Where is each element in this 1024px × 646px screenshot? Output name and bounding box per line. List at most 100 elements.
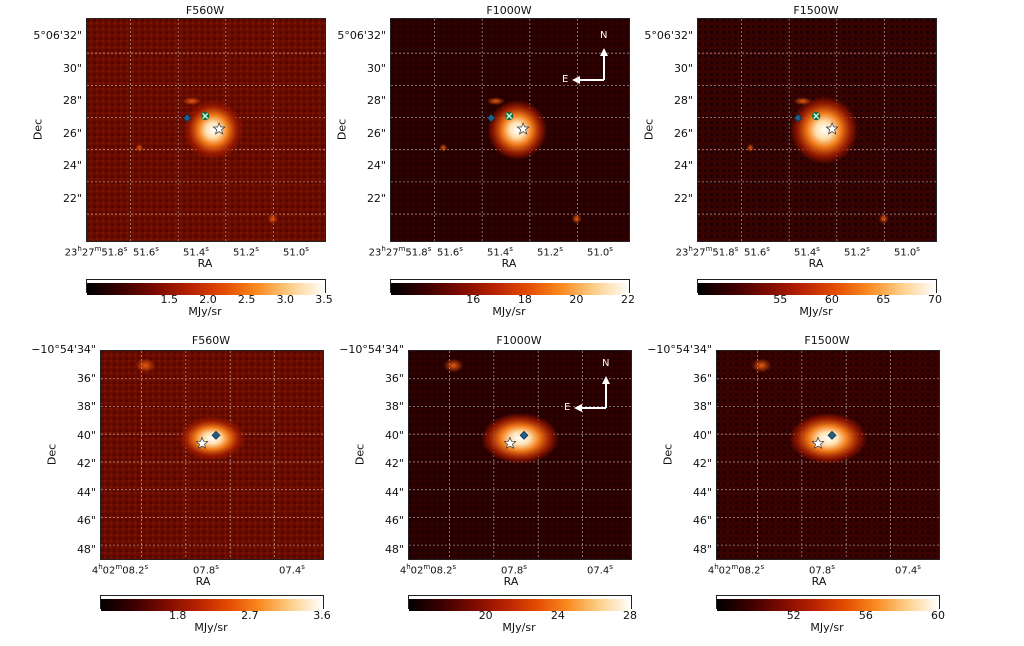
image-panel xyxy=(100,350,324,560)
diamond-marker xyxy=(827,430,837,440)
dec-tick-label: −10°54'34" xyxy=(647,343,712,356)
y-axis-label: Dec xyxy=(353,443,367,466)
background-source xyxy=(135,358,156,373)
image-panel xyxy=(408,350,632,560)
panel-title: F1500W xyxy=(804,334,850,347)
ra-tick-label: 07.4s xyxy=(587,563,613,577)
dec-tick-label: 36" xyxy=(692,371,712,385)
dec-tick-label: 48" xyxy=(384,542,404,556)
ra-tick-label: 07.8s xyxy=(193,563,219,577)
colorbar-gradient xyxy=(698,283,936,295)
ra-tick-label: 51.4s xyxy=(487,245,513,259)
x-axis-label: RA xyxy=(501,257,517,270)
y-axis-label: Dec xyxy=(45,443,59,466)
dec-tick-label: 44" xyxy=(76,485,96,499)
dec-tick-label: 26" xyxy=(366,126,386,140)
dec-tick-label: 22" xyxy=(366,191,386,205)
dec-tick-label: 46" xyxy=(76,514,96,527)
colorbar-label: MJy/sr xyxy=(810,621,844,634)
dec-tick-label: 28" xyxy=(673,94,693,107)
background-source xyxy=(486,97,505,106)
ra-tick-label: 51.2s xyxy=(233,245,259,259)
colorbar-tick-label: 56 xyxy=(858,609,873,622)
background-source xyxy=(746,143,755,152)
colorbar-tick-label: 3.5 xyxy=(315,293,333,306)
background-source xyxy=(182,97,201,106)
image-bottom-F1000W xyxy=(409,351,631,559)
background-source xyxy=(135,143,144,152)
colorbar-tick-label: 52 xyxy=(786,609,801,622)
ra-tick-label: 51.2s xyxy=(537,245,563,259)
ra-tick-label: 51.0s xyxy=(587,245,613,259)
image-panel xyxy=(697,18,937,242)
ra-tick-label: 51.6s xyxy=(437,245,463,259)
image-top-F560W xyxy=(87,19,325,241)
dec-tick-label: 24" xyxy=(366,159,386,172)
dec-tick-label: 30" xyxy=(366,61,386,75)
colorbar-tick-label: 28 xyxy=(623,609,637,622)
y-axis-label: Dec xyxy=(661,443,675,466)
dec-tick-label: 46" xyxy=(692,514,712,527)
colorbar-tick-label: 2.7 xyxy=(241,609,259,622)
panel-title: F1500W xyxy=(793,4,839,17)
colorbar xyxy=(716,595,940,611)
dec-tick-label: 42" xyxy=(76,457,96,470)
compass-east-label: E xyxy=(564,402,571,413)
cross-marker xyxy=(200,111,210,121)
undefined xyxy=(503,436,517,449)
undefined xyxy=(811,436,825,449)
image-panel xyxy=(86,18,326,242)
dec-tick-label: 22" xyxy=(673,191,693,205)
image-bottom-F1500W xyxy=(717,351,939,559)
dec-tick-label: 38" xyxy=(384,400,404,413)
x-axis-label: RA xyxy=(808,257,824,270)
ra-tick-label: 4h02m08.2s xyxy=(707,563,765,577)
colorbar-tick-label: 60 xyxy=(931,609,945,622)
diamond-marker xyxy=(211,430,221,440)
dec-tick-label: 46" xyxy=(384,514,404,527)
source-emission xyxy=(789,412,867,464)
undefined xyxy=(516,122,530,135)
ra-tick-label: 4h02m08.2s xyxy=(91,563,149,577)
colorbar-tick-label: 1.8 xyxy=(168,609,187,622)
compass-north-label: N xyxy=(600,30,608,41)
x-axis-label: RA xyxy=(811,575,827,588)
colorbar-tick-label: 20 xyxy=(569,293,584,306)
colorbar-gradient xyxy=(87,283,325,295)
background-source xyxy=(443,358,464,373)
colorbar-label: MJy/sr xyxy=(799,305,833,318)
image-top-F1500W xyxy=(698,19,936,241)
colorbar-gradient xyxy=(717,599,939,611)
background-source xyxy=(571,213,582,224)
dec-tick-label: 48" xyxy=(692,542,712,556)
dec-tick-label: 36" xyxy=(76,371,96,385)
dec-tick-label: 5°06'32" xyxy=(644,29,693,42)
colorbar-tick-label: 3.6 xyxy=(313,609,331,622)
ra-tick-label: 4h02m08.2s xyxy=(399,563,457,577)
undefined xyxy=(212,122,226,135)
colorbar-gradient xyxy=(391,283,629,295)
undefined xyxy=(195,436,209,449)
colorbar xyxy=(86,279,326,295)
panel-title: F560W xyxy=(185,4,225,17)
dec-tick-label: 38" xyxy=(76,400,96,413)
colorbar-gradient xyxy=(409,599,631,611)
undefined xyxy=(825,122,839,135)
panel-title: F1000W xyxy=(486,4,532,17)
dec-tick-label: 40" xyxy=(76,428,96,442)
colorbar-tick-label: 20 xyxy=(478,609,493,622)
image-top-F1000W xyxy=(391,19,629,241)
y-axis-label: Dec xyxy=(642,118,656,141)
colorbar-tick-label: 18 xyxy=(517,293,532,306)
image-panel xyxy=(716,350,940,560)
ra-tick-label: 23h27m51.8s xyxy=(64,245,128,259)
colorbar-tick-label: 60 xyxy=(824,293,839,306)
dec-tick-label: 44" xyxy=(384,485,404,499)
dec-tick-label: 5°06'32" xyxy=(337,29,386,42)
colorbar xyxy=(697,279,937,295)
ra-tick-label: 51.4s xyxy=(794,245,820,259)
colorbar-gradient xyxy=(101,599,323,611)
x-axis-label: RA xyxy=(503,575,519,588)
colorbar-tick-label: 2.5 xyxy=(237,293,256,306)
background-source xyxy=(439,143,448,152)
